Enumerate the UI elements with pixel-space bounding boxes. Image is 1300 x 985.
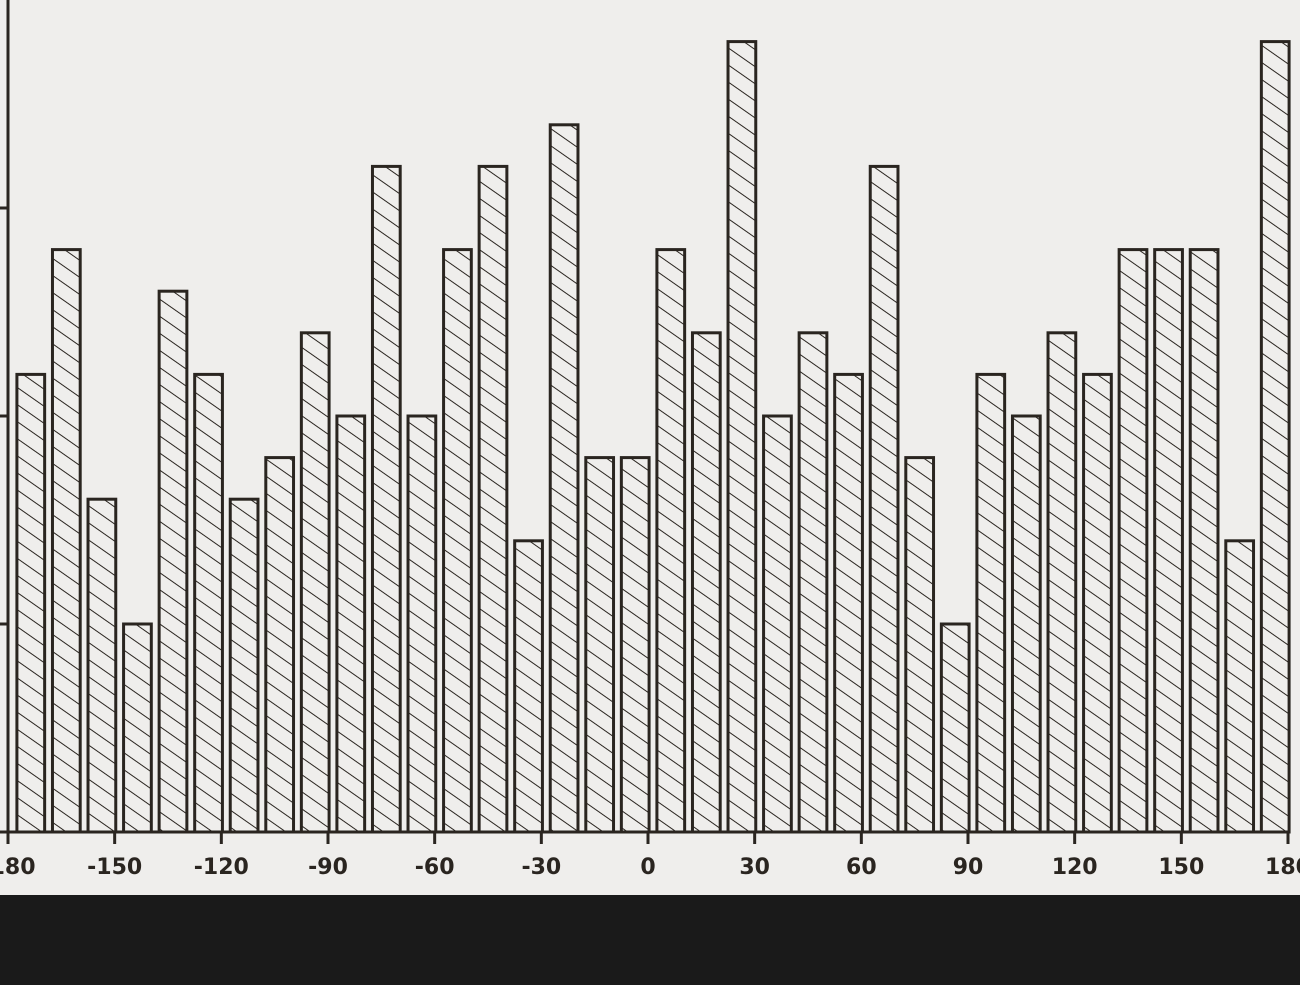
- bar: [86, 497, 118, 834]
- bar: [1188, 248, 1220, 834]
- bar: [264, 456, 296, 834]
- x-tick-label: -180: [0, 855, 36, 880]
- bar: [868, 164, 900, 834]
- bar: [157, 289, 189, 834]
- bar: [442, 248, 473, 834]
- bar: [762, 414, 793, 834]
- bar: [370, 164, 402, 834]
- bar: [1224, 539, 1256, 834]
- bar: [548, 123, 580, 834]
- x-tick-label: -120: [194, 855, 249, 880]
- bar: [690, 331, 722, 834]
- bar: [193, 372, 224, 834]
- x-tick-label: 60: [846, 855, 877, 880]
- bar: [939, 622, 971, 834]
- x-tick-label: 90: [953, 855, 984, 880]
- bar: [1117, 248, 1149, 834]
- x-tick-label: 120: [1052, 855, 1098, 880]
- bar: [975, 372, 1007, 834]
- x-tick-label: 180: [1265, 855, 1300, 880]
- watermark-band: [0, 895, 1300, 985]
- bar: [797, 331, 829, 834]
- x-tick-label: -150: [87, 855, 142, 880]
- bar: [228, 497, 260, 834]
- bar: [122, 622, 153, 834]
- bar: [584, 456, 616, 834]
- bar: [15, 372, 47, 834]
- bar: [1153, 248, 1184, 834]
- bar: [1010, 414, 1042, 834]
- bar: [619, 456, 651, 834]
- x-tick-label: 0: [640, 855, 655, 880]
- bar: [299, 331, 331, 834]
- bar: [655, 248, 687, 834]
- bar: [726, 40, 758, 834]
- bar: [513, 539, 544, 834]
- bar: [335, 414, 367, 834]
- bar: [406, 414, 438, 834]
- bar: [477, 164, 509, 834]
- x-tick-label: 150: [1158, 855, 1204, 880]
- x-tick-label: -30: [521, 855, 561, 880]
- bar: [904, 456, 936, 834]
- bar: [1259, 40, 1291, 834]
- x-tick-label: -90: [308, 855, 348, 880]
- x-tick-label: 30: [739, 855, 770, 880]
- bar: [1082, 372, 1113, 834]
- x-tick-label: -60: [415, 855, 455, 880]
- bar: [50, 248, 82, 834]
- bar: [1046, 331, 1078, 834]
- bar: [833, 372, 864, 834]
